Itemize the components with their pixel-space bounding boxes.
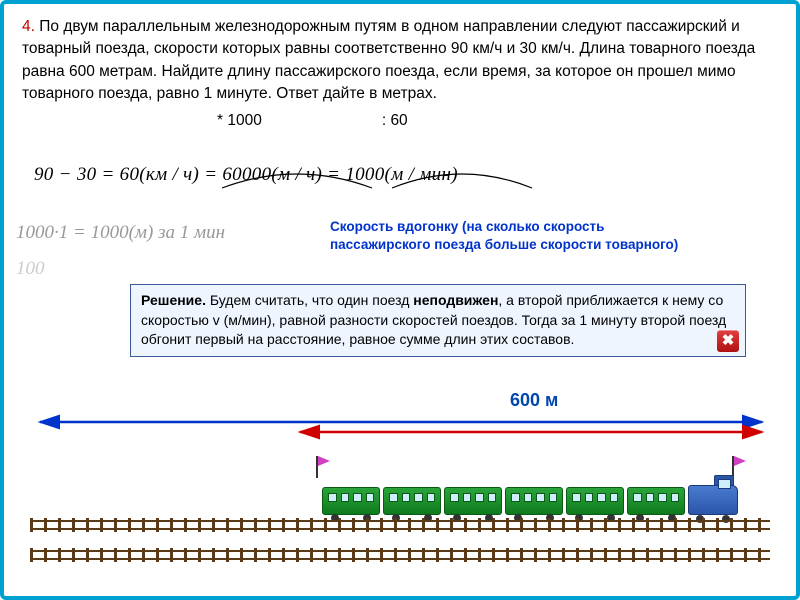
conversion-hints: * 1000 : 60 bbox=[22, 112, 778, 130]
solution-text-1: Будем считать, что один поезд bbox=[206, 292, 413, 308]
flag-start bbox=[316, 456, 318, 478]
track-upper bbox=[30, 518, 770, 532]
wagon bbox=[505, 487, 563, 515]
relative-speed-caption: Скорость вдогонку (на сколько скорость п… bbox=[330, 218, 678, 254]
solution-label: Решение. bbox=[141, 292, 206, 308]
conversion-arcs bbox=[52, 166, 572, 190]
problem-body: По двум параллельным железнодорожным пут… bbox=[22, 18, 755, 102]
wagon bbox=[566, 487, 624, 515]
solution-bold: неподвижен bbox=[413, 292, 498, 308]
caption-line-2: пассажирского поезда больше скорости тов… bbox=[330, 236, 678, 254]
track-lower bbox=[30, 548, 770, 562]
wagon bbox=[383, 487, 441, 515]
caption-line-1: Скорость вдогонку (на сколько скорость bbox=[330, 218, 678, 236]
distance-arrows bbox=[30, 404, 770, 464]
close-icon[interactable]: ✖ bbox=[717, 330, 739, 352]
wagon bbox=[322, 487, 380, 515]
wagon bbox=[627, 487, 685, 515]
wagon bbox=[444, 487, 502, 515]
hint-multiply: * 1000 bbox=[217, 112, 262, 130]
hint-divide: : 60 bbox=[382, 112, 408, 130]
faded-equation-2: 100 bbox=[16, 258, 778, 280]
freight-train bbox=[322, 479, 738, 515]
problem-statement: 4. По двум параллельным железнодорожным … bbox=[22, 16, 778, 106]
train-diagram: 600 м bbox=[30, 390, 770, 580]
problem-number: 4. bbox=[22, 18, 35, 35]
locomotive bbox=[688, 479, 738, 515]
solution-box: Решение. Будем считать, что один поезд н… bbox=[130, 284, 746, 357]
